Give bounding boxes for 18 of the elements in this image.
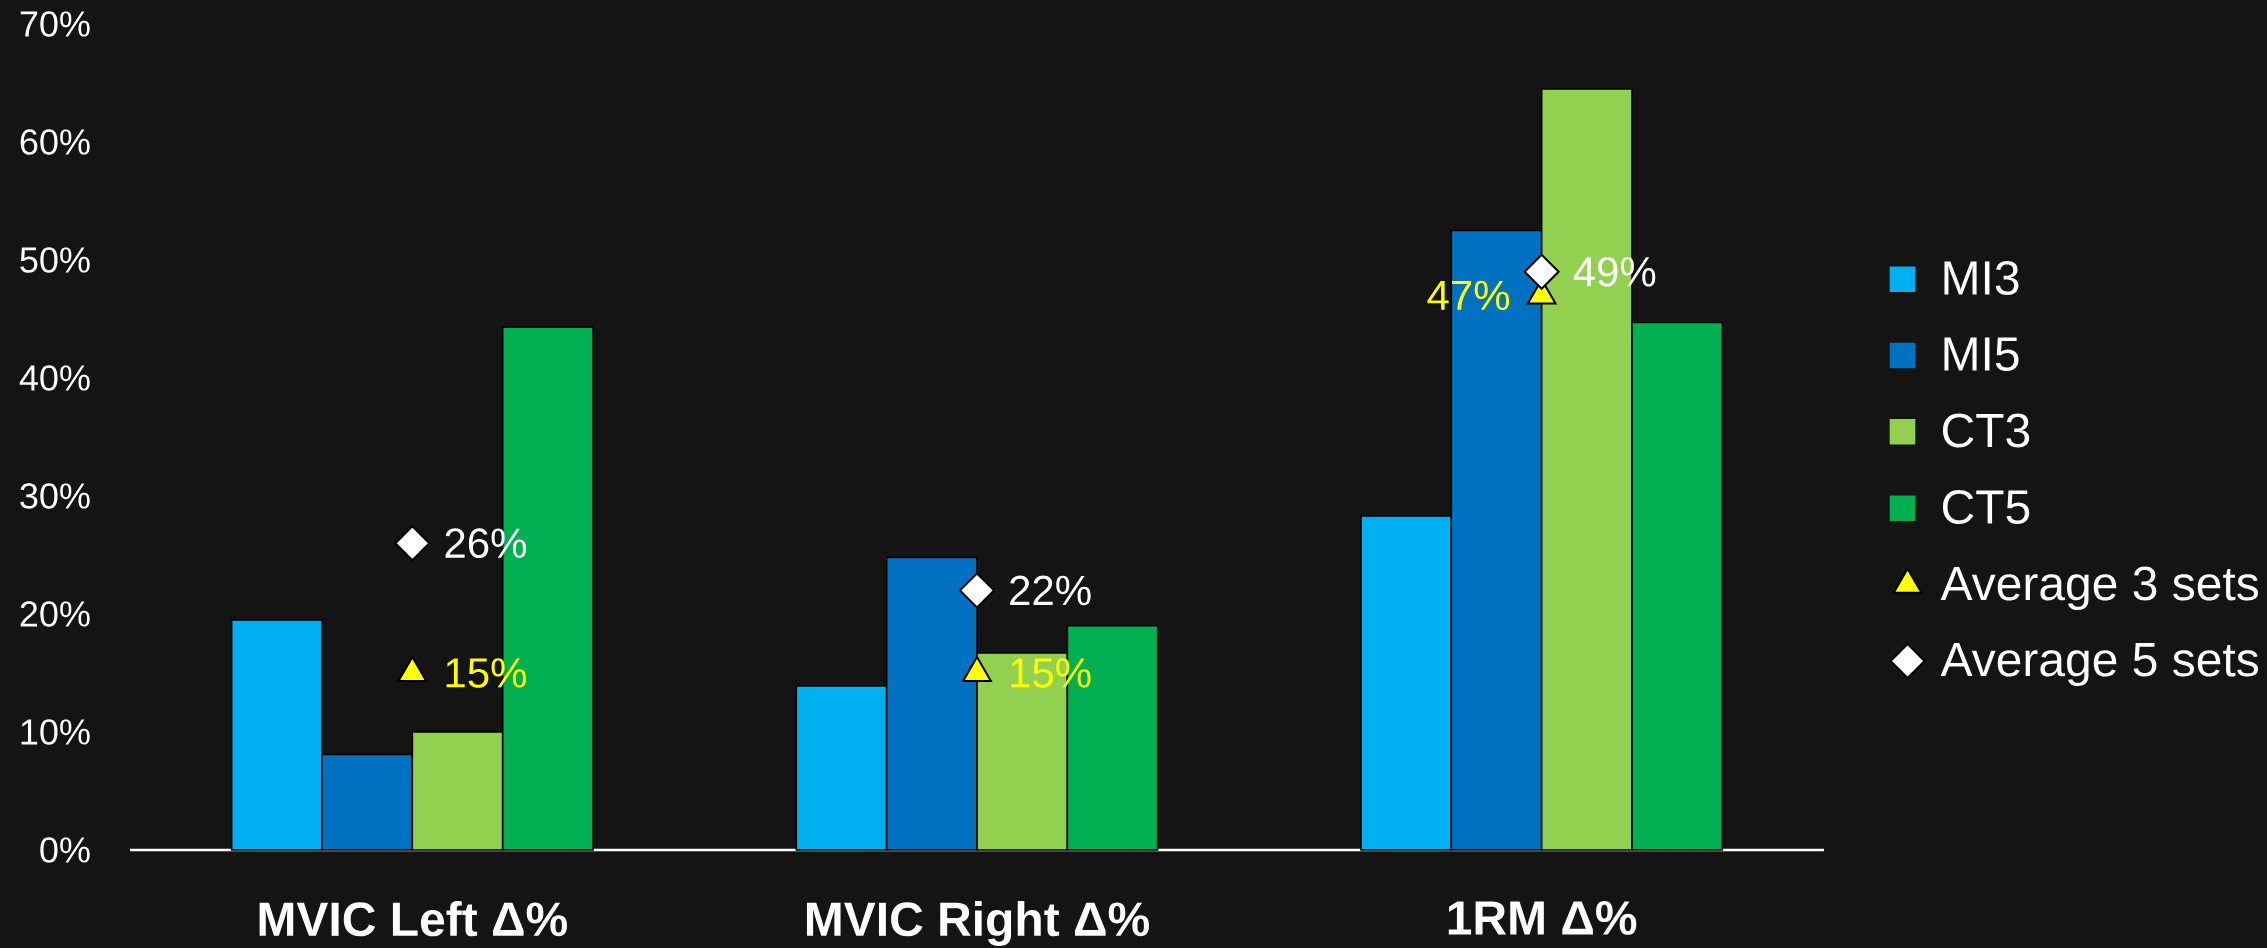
legend-label: MI5 xyxy=(1944,337,2019,371)
legend-label: Average 5 sets xyxy=(1940,643,2259,687)
y-tick-label: 20% xyxy=(20,601,90,627)
data-label: 22% xyxy=(1010,575,1091,606)
x-tick-label: MVIC Left Δ% xyxy=(259,901,567,937)
y-tick-label: 60% xyxy=(20,129,90,155)
legend-label: CT5 xyxy=(1942,490,2030,525)
y-tick-label: 10% xyxy=(21,719,90,745)
legend-label: MI3 xyxy=(1944,260,2019,295)
legend-label: Average 3 sets xyxy=(1940,566,2259,611)
x-tick-label: MVIC Right Δ% xyxy=(806,901,1149,946)
y-tick-label: 50% xyxy=(20,247,90,273)
y-tick-label: 30% xyxy=(20,483,90,509)
x-tick-label: 1RM Δ% xyxy=(1448,901,1637,935)
legend-label: CT3 xyxy=(1942,413,2030,448)
y-tick-label: 0% xyxy=(40,837,90,863)
y-tick-label: 70% xyxy=(20,11,90,37)
y-tick-label: 40% xyxy=(19,365,90,391)
